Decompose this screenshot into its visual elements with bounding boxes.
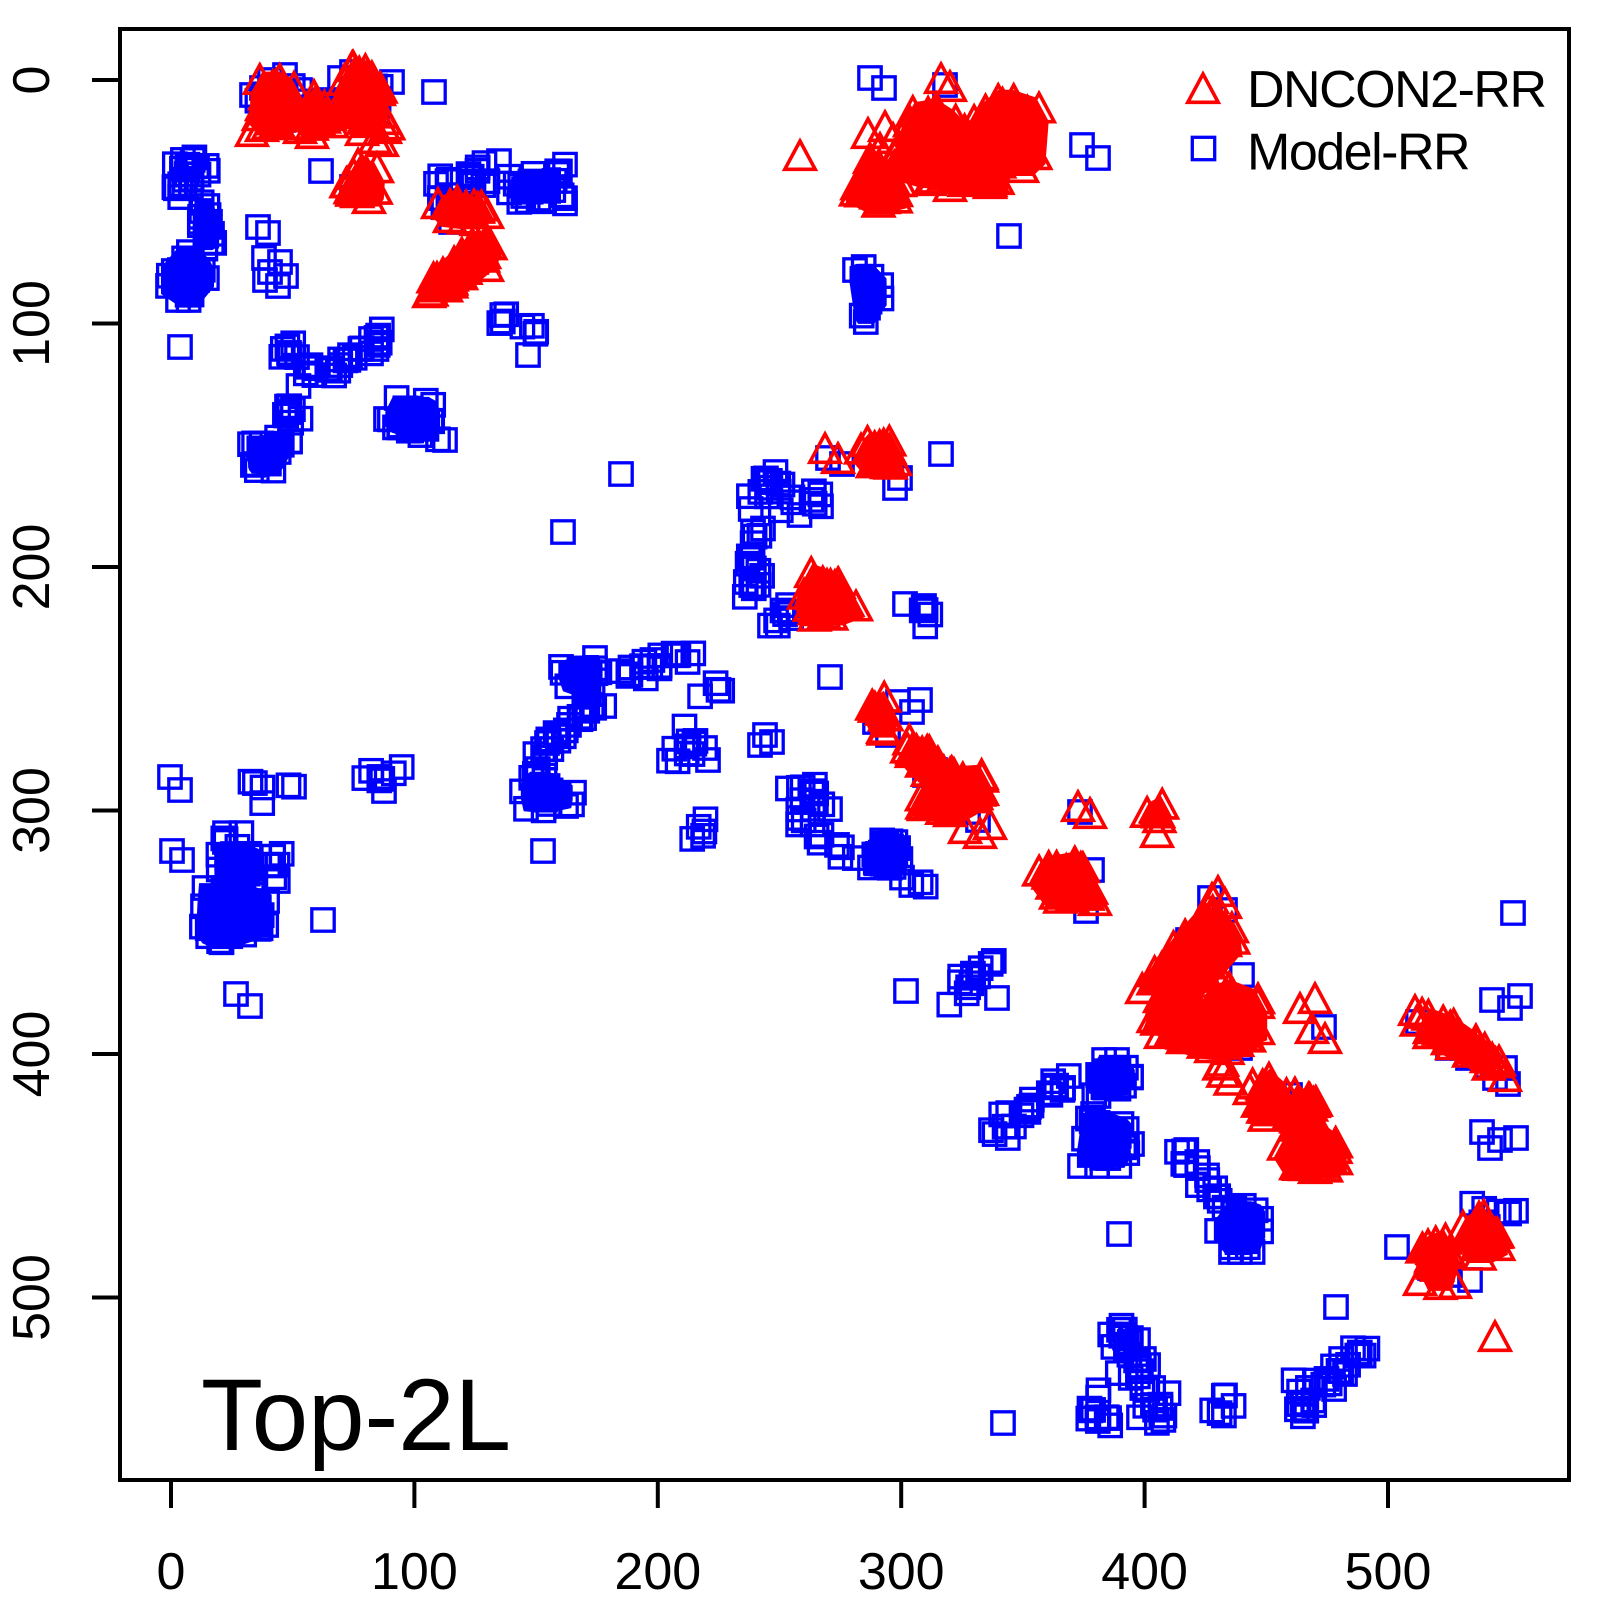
svg-text:DNCON2-RR: DNCON2-RR: [1247, 61, 1546, 119]
svg-text:400: 400: [3, 1011, 61, 1098]
svg-text:100: 100: [371, 1543, 458, 1600]
svg-text:100: 100: [3, 280, 61, 367]
svg-text:500: 500: [1345, 1543, 1432, 1600]
svg-text:500: 500: [3, 1254, 61, 1341]
svg-text:Top-2L: Top-2L: [201, 1358, 511, 1472]
svg-text:300: 300: [858, 1543, 945, 1600]
svg-text:300: 300: [3, 767, 61, 854]
svg-text:0: 0: [157, 1543, 186, 1600]
svg-text:0: 0: [3, 66, 61, 95]
svg-text:Model-RR: Model-RR: [1247, 124, 1469, 182]
svg-text:400: 400: [1101, 1543, 1188, 1600]
svg-text:200: 200: [3, 524, 61, 611]
svg-text:200: 200: [614, 1543, 701, 1600]
